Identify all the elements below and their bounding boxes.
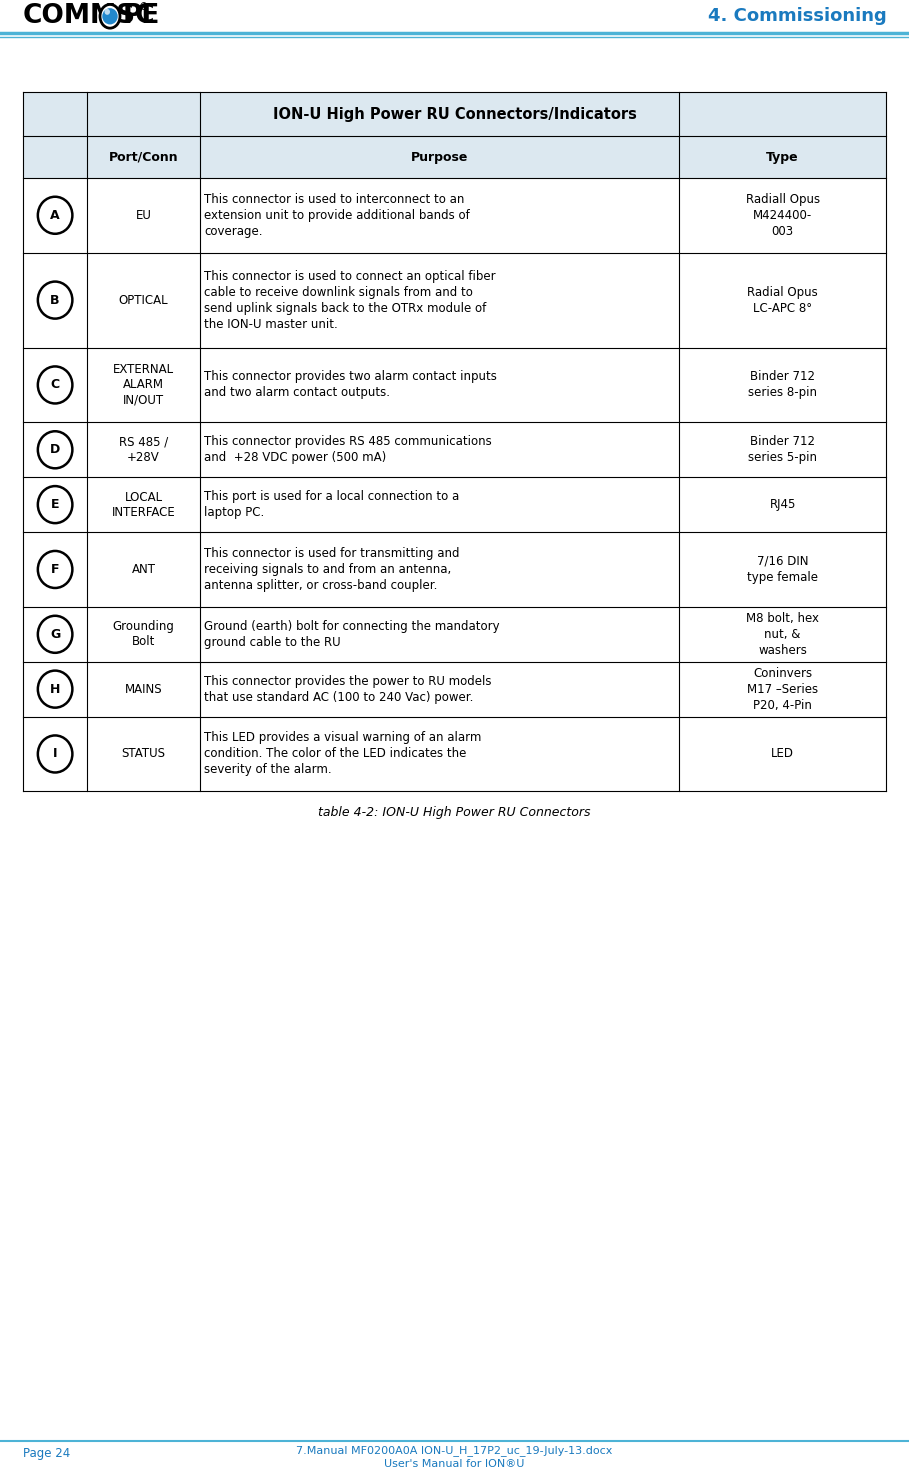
Text: MAINS: MAINS (125, 683, 163, 695)
Text: User's Manual for ION®U: User's Manual for ION®U (385, 1460, 524, 1469)
Text: This port is used for a local connection to a
laptop PC.: This port is used for a local connection… (205, 491, 460, 519)
Text: H: H (50, 683, 60, 695)
Text: This connector is used to connect an optical fiber
cable to receive downlink sig: This connector is used to connect an opt… (205, 270, 496, 330)
Text: ION-U High Power RU Connectors/Indicators: ION-U High Power RU Connectors/Indicator… (273, 107, 636, 122)
Text: Page 24: Page 24 (23, 1448, 70, 1460)
Text: Radial Opus
LC-APC 8°: Radial Opus LC-APC 8° (747, 286, 818, 314)
Text: Purpose: Purpose (411, 151, 468, 163)
Text: Type: Type (766, 151, 799, 163)
Text: D: D (50, 443, 60, 456)
Ellipse shape (38, 197, 73, 234)
Text: G: G (50, 628, 60, 640)
Text: A: A (50, 209, 60, 222)
Text: Binder 712
series 5-pin: Binder 712 series 5-pin (748, 436, 817, 464)
Text: PE: PE (123, 3, 160, 30)
Text: F: F (51, 563, 59, 576)
Text: STATUS: STATUS (122, 747, 165, 760)
Text: Coninvers
M17 –Series
P20, 4-Pin: Coninvers M17 –Series P20, 4-Pin (747, 667, 818, 711)
Text: OPTICAL: OPTICAL (119, 293, 168, 307)
Text: table 4-2: ION-U High Power RU Connectors: table 4-2: ION-U High Power RU Connector… (318, 806, 591, 820)
Bar (23, 136, 886, 178)
Text: Port/Conn: Port/Conn (109, 151, 178, 163)
Text: Grounding
Bolt: Grounding Bolt (113, 621, 175, 648)
Text: Binder 712
series 8-pin: Binder 712 series 8-pin (748, 370, 817, 400)
Ellipse shape (105, 9, 110, 15)
Text: This connector provides the power to RU models
that use standard AC (100 to 240 : This connector provides the power to RU … (205, 674, 492, 704)
Ellipse shape (38, 486, 73, 523)
Text: ®: ® (138, 3, 148, 12)
Text: 4. Commissioning: 4. Commissioning (707, 7, 886, 25)
Text: COMMSC: COMMSC (23, 3, 155, 30)
Text: This connector provides two alarm contact inputs
and two alarm contact outputs.: This connector provides two alarm contac… (205, 370, 497, 400)
Text: EXTERNAL
ALARM
IN/OUT: EXTERNAL ALARM IN/OUT (113, 363, 175, 406)
Bar (23, 92, 886, 136)
Text: B: B (50, 293, 60, 307)
Text: 7.Manual MF0200A0A ION-U_H_17P2_uc_19-July-13.docx: 7.Manual MF0200A0A ION-U_H_17P2_uc_19-Ju… (296, 1445, 613, 1457)
Ellipse shape (100, 4, 120, 28)
Text: RS 485 /
+28V: RS 485 / +28V (119, 436, 168, 464)
Text: This connector is used to interconnect to an
extension unit to provide additiona: This connector is used to interconnect t… (205, 193, 470, 237)
Text: M8 bolt, hex
nut, &
washers: M8 bolt, hex nut, & washers (746, 612, 819, 657)
Ellipse shape (102, 7, 118, 25)
Ellipse shape (38, 671, 73, 708)
Text: ANT: ANT (132, 563, 155, 576)
Ellipse shape (38, 366, 73, 403)
Text: I: I (53, 747, 57, 760)
Ellipse shape (38, 282, 73, 319)
Ellipse shape (38, 617, 73, 654)
Ellipse shape (38, 431, 73, 468)
Text: Radiall Opus
M424400-
003: Radiall Opus M424400- 003 (745, 193, 820, 237)
Text: E: E (51, 498, 59, 511)
Text: EU: EU (135, 209, 152, 222)
Text: RJ45: RJ45 (769, 498, 796, 511)
Ellipse shape (38, 735, 73, 772)
Text: LOCAL
INTERFACE: LOCAL INTERFACE (112, 491, 175, 519)
Text: This connector is used for transmitting and
receiving signals to and from an ant: This connector is used for transmitting … (205, 547, 460, 591)
Ellipse shape (38, 551, 73, 588)
Text: Ground (earth) bolt for connecting the mandatory
ground cable to the RU: Ground (earth) bolt for connecting the m… (205, 619, 500, 649)
Text: C: C (51, 378, 60, 391)
Text: 7/16 DIN
type female: 7/16 DIN type female (747, 554, 818, 584)
Text: This LED provides a visual warning of an alarm
condition. The color of the LED i: This LED provides a visual warning of an… (205, 732, 482, 777)
Text: LED: LED (771, 747, 794, 760)
Text: This connector provides RS 485 communications
and  +28 VDC power (500 mA): This connector provides RS 485 communica… (205, 436, 492, 464)
